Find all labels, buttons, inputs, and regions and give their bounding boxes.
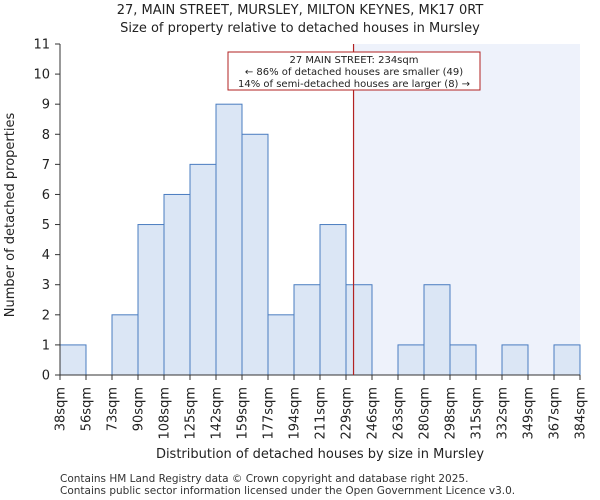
x-tick-label-229sqm: 229sqm bbox=[340, 387, 355, 440]
x-tick-label-177sqm: 177sqm bbox=[262, 387, 277, 440]
footer-line-2: Contains public sector information licen… bbox=[60, 485, 515, 497]
annotation-line-3: 14% of semi-detached houses are larger (… bbox=[238, 79, 470, 90]
y-tick-label-0: 0 bbox=[42, 369, 50, 384]
bar-90sqm bbox=[137, 224, 165, 376]
x-tick-label-367sqm: 367sqm bbox=[548, 387, 563, 440]
footer-line-1: Contains HM Land Registry data © Crown c… bbox=[60, 473, 468, 485]
bar-280sqm bbox=[423, 284, 451, 376]
plot-area: 0 1 2 3 4 5 6 7 8 9 10 11 38sqm 56sqm 73sqm 90sqm 108sqm… bbox=[33, 38, 588, 440]
y-tick-label-8: 8 bbox=[42, 128, 50, 143]
x-tick-label-194sqm: 194sqm bbox=[288, 387, 303, 440]
highlight-region bbox=[353, 44, 580, 375]
bar-211sqm bbox=[319, 224, 347, 376]
bar-263sqm bbox=[397, 344, 425, 376]
bar-194sqm bbox=[293, 284, 321, 376]
bar-125sqm bbox=[189, 163, 217, 376]
annotation-line-2: ← 86% of detached houses are smaller (49… bbox=[245, 67, 463, 78]
bar-142sqm bbox=[215, 103, 243, 376]
bar-177sqm bbox=[267, 314, 295, 376]
x-tick-label-142sqm: 142sqm bbox=[210, 387, 225, 440]
y-tick-label-11: 11 bbox=[33, 38, 50, 53]
x-tick-label-56sqm: 56sqm bbox=[80, 387, 95, 431]
y-tick-label-9: 9 bbox=[42, 98, 50, 113]
bar-38sqm bbox=[59, 344, 87, 376]
annotation-box: 27 MAIN STREET: 234sqm ← 86% of detached… bbox=[227, 51, 481, 91]
y-tick-label-4: 4 bbox=[42, 248, 50, 263]
x-tick-label-315sqm: 315sqm bbox=[470, 387, 485, 440]
y-tick-label-2: 2 bbox=[42, 308, 50, 323]
y-axis-label: Number of detached properties bbox=[3, 113, 18, 318]
y-tick-label-5: 5 bbox=[42, 218, 50, 233]
x-tick-label-211sqm: 211sqm bbox=[314, 387, 329, 440]
x-tick-label-108sqm: 108sqm bbox=[158, 387, 173, 440]
bar-332sqm bbox=[501, 344, 529, 376]
y-tick-label-3: 3 bbox=[42, 278, 50, 293]
chart-subtitle: Size of property relative to detached ho… bbox=[120, 21, 480, 36]
annotation-line-1: 27 MAIN STREET: 234sqm bbox=[290, 55, 419, 66]
x-tick-label-73sqm: 73sqm bbox=[106, 387, 121, 431]
x-axis-label: Distribution of detached houses by size … bbox=[156, 447, 484, 462]
x-tick-label-159sqm: 159sqm bbox=[236, 387, 251, 440]
y-tick-label-6: 6 bbox=[42, 188, 50, 203]
bar-367sqm bbox=[553, 344, 581, 376]
bar-298sqm bbox=[449, 344, 477, 376]
x-tick-label-332sqm: 332sqm bbox=[496, 387, 511, 440]
bar-108sqm bbox=[163, 193, 191, 376]
x-tick-label-125sqm: 125sqm bbox=[184, 387, 199, 440]
bar-159sqm bbox=[241, 133, 269, 376]
x-tick-label-349sqm: 349sqm bbox=[522, 387, 537, 440]
y-tick-label-1: 1 bbox=[42, 338, 50, 353]
x-tick-label-384sqm: 384sqm bbox=[574, 387, 589, 440]
x-tick-label-280sqm: 280sqm bbox=[418, 387, 433, 440]
x-tick-label-38sqm: 38sqm bbox=[54, 387, 69, 431]
bar-229sqm bbox=[345, 284, 373, 376]
x-tick-label-90sqm: 90sqm bbox=[132, 387, 147, 431]
y-tick-label-7: 7 bbox=[42, 158, 50, 173]
x-tick-label-298sqm: 298sqm bbox=[444, 387, 459, 440]
chart-title: 27, MAIN STREET, MURSLEY, MILTON KEYNES,… bbox=[117, 3, 484, 18]
y-tick-label-10: 10 bbox=[33, 68, 50, 83]
x-tick-label-246sqm: 246sqm bbox=[366, 387, 381, 440]
x-tick-label-263sqm: 263sqm bbox=[392, 387, 407, 440]
bar-73sqm bbox=[111, 314, 139, 376]
